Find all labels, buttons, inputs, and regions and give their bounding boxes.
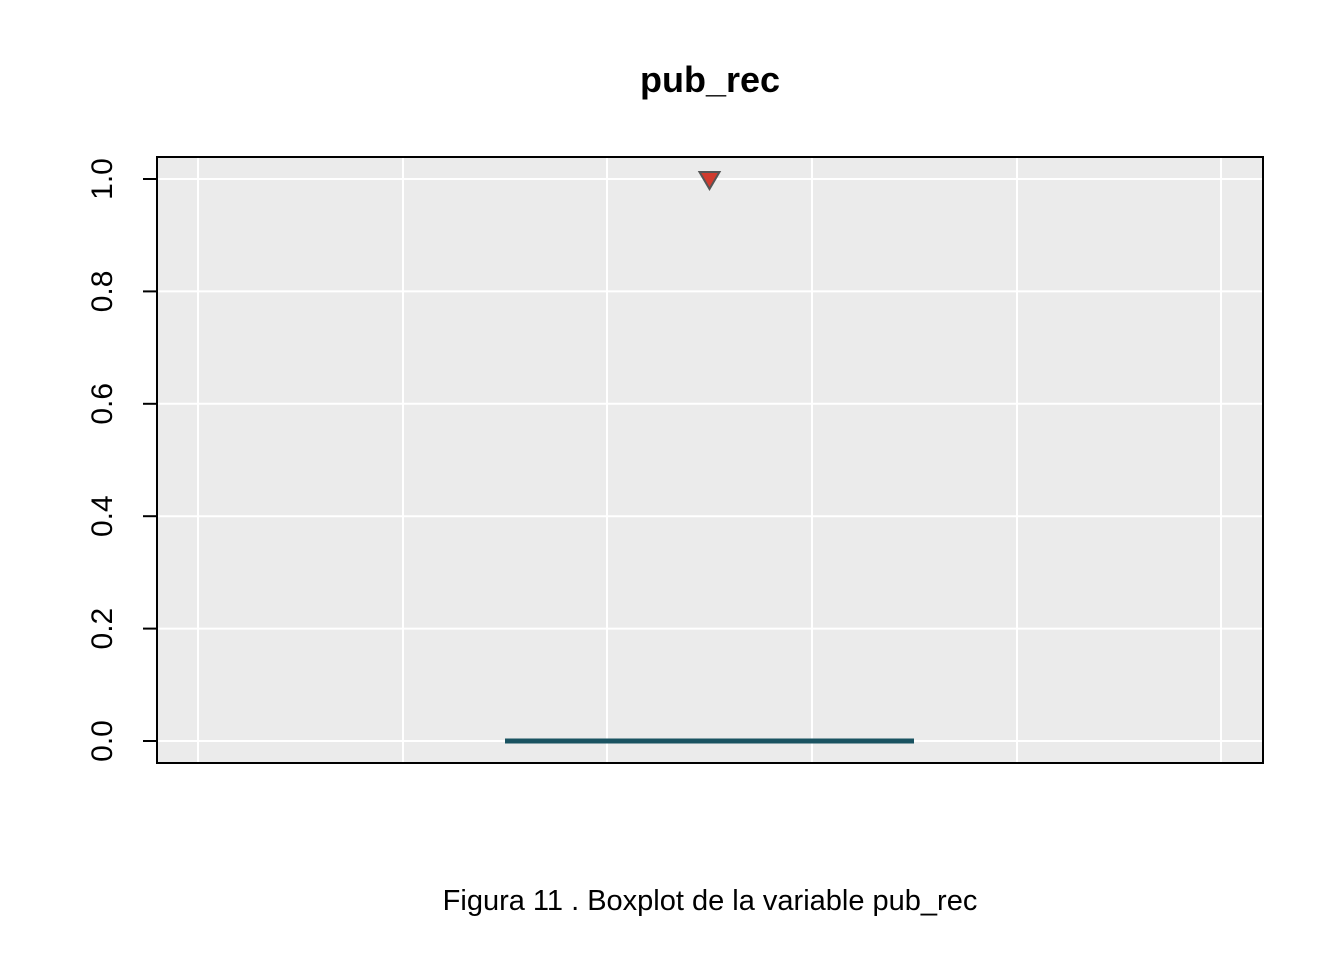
outlier-point <box>697 171 722 191</box>
chart-title: pub_rec <box>640 59 780 100</box>
plot-panel-background <box>157 157 1263 763</box>
y-tick-label: 0.0 <box>86 720 119 762</box>
y-tick-label: 0.6 <box>86 383 119 425</box>
y-tick-label: 0.8 <box>86 271 119 313</box>
y-tick-label: 0.4 <box>86 495 119 537</box>
plot-area: 0.0 0.2 0.4 0.6 0.8 1.0 <box>86 156 1264 764</box>
y-tick-label: 0.2 <box>86 608 119 650</box>
figure-caption: Figura 11 . Boxplot de la variable pub_r… <box>443 885 978 917</box>
y-tick-label: 1.0 <box>86 158 119 200</box>
plot-border <box>156 156 1264 764</box>
